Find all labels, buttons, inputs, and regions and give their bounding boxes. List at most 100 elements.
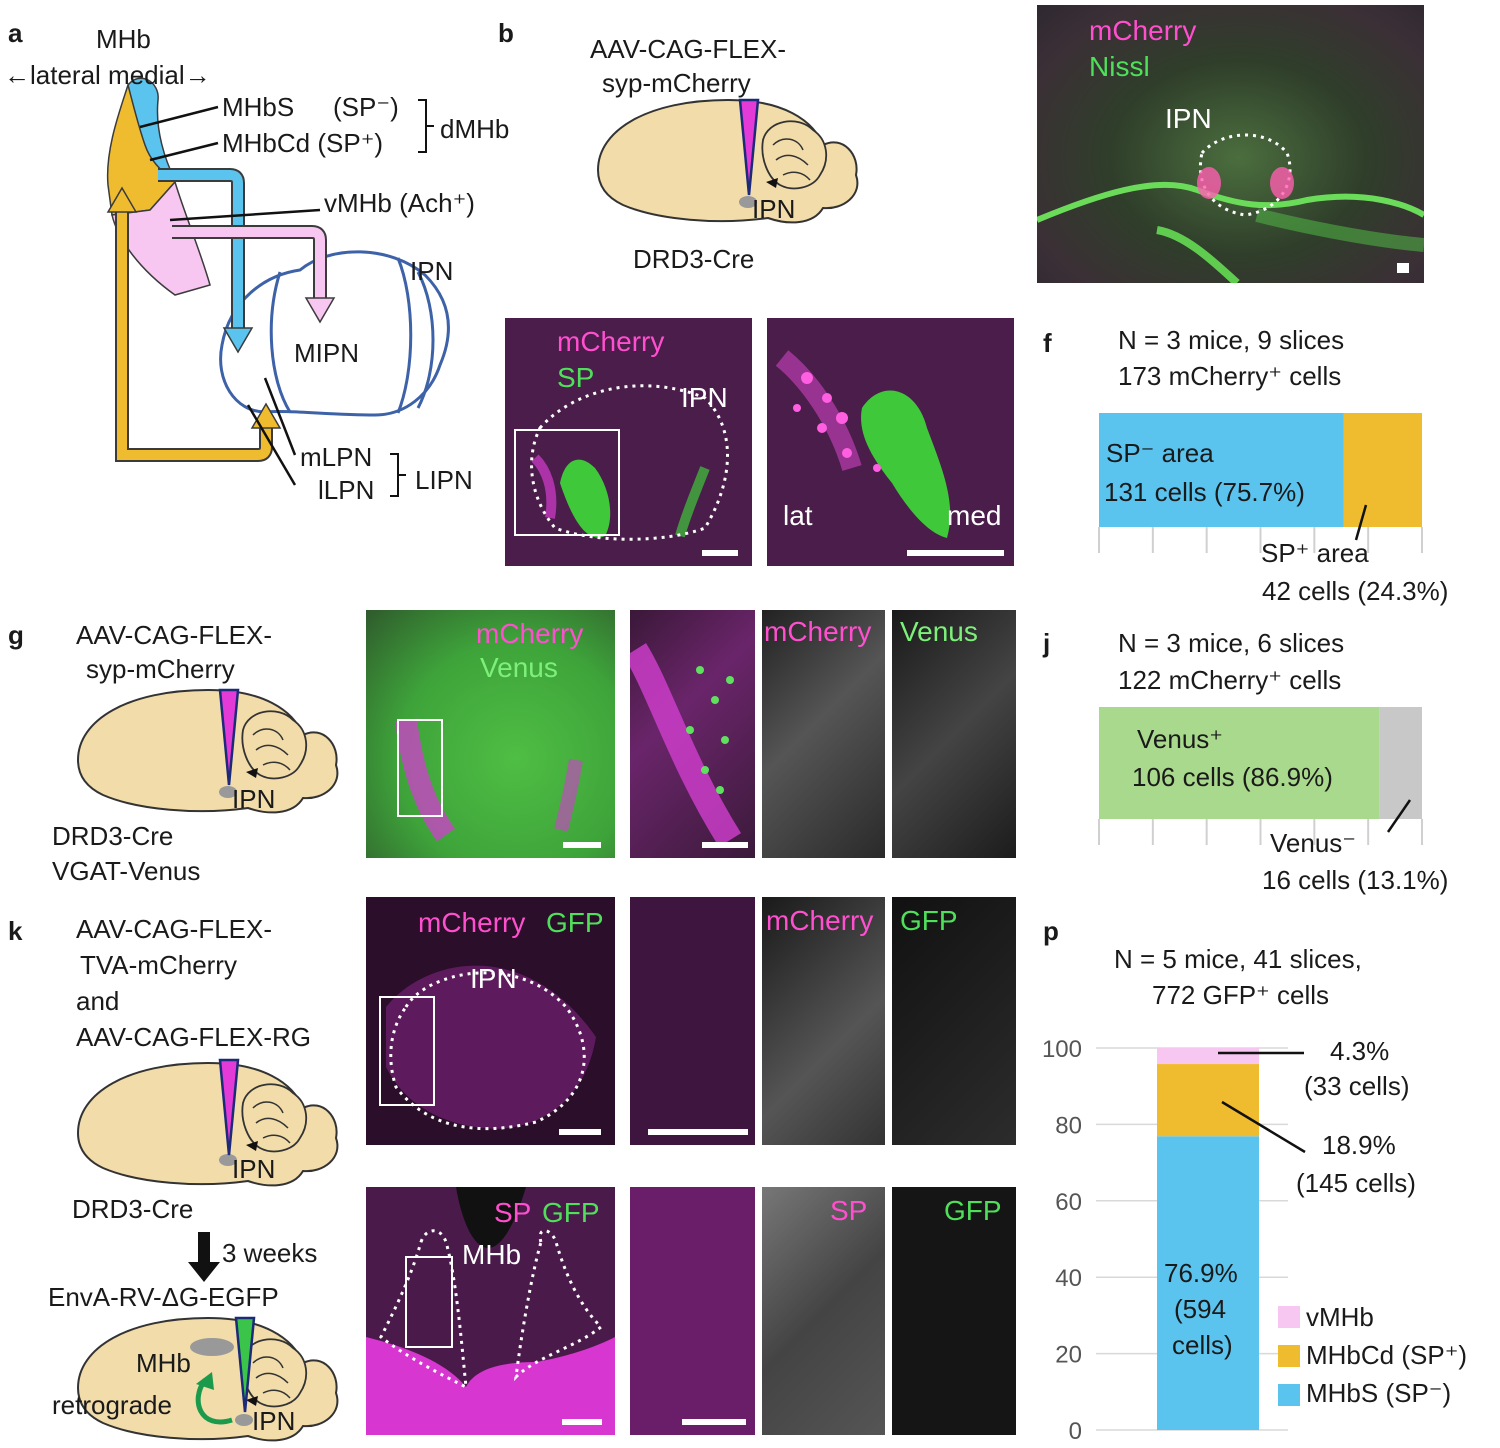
p-bar-segment-2 [1157, 1064, 1259, 1137]
micrograph-c: mCherry Nissl IPN [1037, 5, 1424, 283]
dmhb-label: dMHb [440, 114, 510, 144]
f-seg1-count: 131 cells (75.7%) [1104, 477, 1305, 507]
p-tick-100: 100 [1042, 1036, 1082, 1063]
micrograph-i-merge [630, 610, 755, 858]
mipn-label: MIPN [294, 338, 359, 368]
j-bar-segment-2 [1379, 707, 1422, 819]
mouse-b: DRD3-Cre [633, 244, 755, 274]
rabies-label: EnvA-RV-ΔG-EGFP [48, 1282, 279, 1312]
p-cells-line: 772 GFP⁺ cells [1152, 980, 1330, 1010]
i-ch1: mCherry [764, 616, 872, 647]
micrograph-h: mCherry Venus [366, 610, 615, 858]
lateral-medial-label: ←lateral medial→ [4, 60, 211, 90]
panel-a-schematic [106, 77, 450, 497]
f-bar-leader [1354, 504, 1368, 541]
f-seg2-count: 42 cells (24.3%) [1262, 576, 1449, 606]
panel-label-k: k [8, 916, 23, 946]
mlpn-label: mLPN [300, 442, 373, 472]
d-ch1: mCherry [557, 326, 665, 357]
micrograph-o-sp: SP [762, 1187, 885, 1435]
micrograph-i-venus: Venus [892, 610, 1016, 858]
h-ch1: mCherry [476, 618, 584, 649]
micrograph-m-gfp: GFP [892, 897, 1016, 1145]
mhbs-label: MHbS [222, 92, 295, 122]
virus-k-1: AAV-CAG-FLEX- [76, 914, 273, 944]
scale-bar-i [702, 842, 748, 848]
ipn-label-k2: IPN [252, 1406, 296, 1436]
scale-bar-e [907, 550, 1004, 556]
l-ch1: mCherry [418, 907, 526, 938]
c-ch1: mCherry [1089, 15, 1197, 46]
m-ch1: mCherry [766, 905, 874, 936]
p-bar-segment-1 [1157, 1136, 1259, 1430]
f-bar-segment-2 [1343, 413, 1422, 527]
micrograph-n: SP GFP MHb [366, 1187, 615, 1435]
p-vmhb-cells: (33 cells) [1304, 1071, 1410, 1101]
l-ch2: GFP [546, 907, 604, 938]
micrograph-d: mCherry SP IPN [505, 318, 752, 566]
p-vmhb-pct: 4.3% [1330, 1036, 1390, 1066]
n-mhb: MHb [462, 1239, 522, 1270]
virus-b-1: AAV-CAG-FLEX- [590, 34, 787, 64]
l-ipn: IPN [470, 963, 517, 994]
scale-bar-n [562, 1419, 602, 1425]
legend-label-mhbcd: MHbCd (SP⁺) [1306, 1340, 1468, 1370]
j-bar-leader [1386, 799, 1412, 833]
mouse-g-2: VGAT-Venus [52, 856, 201, 886]
micrograph-m-merge [630, 897, 755, 1145]
scale-bar-h [563, 842, 601, 848]
ipn-outline [219, 250, 450, 417]
mouse-k: DRD3-Cre [72, 1194, 194, 1224]
e-med: med [947, 500, 1002, 531]
p-cd-pct: 18.9% [1322, 1130, 1396, 1160]
panel-label-g: g [8, 620, 24, 650]
f-n-line: N = 3 mice, 9 slices [1118, 325, 1345, 355]
ipn-label-k: IPN [232, 1154, 276, 1184]
retrograde-label: retrograde [52, 1390, 172, 1420]
scale-bar-m [648, 1129, 748, 1135]
n-ch1: SP [494, 1197, 532, 1228]
sp-neg-label: (SP⁻) [333, 92, 399, 122]
p-tick-80: 80 [1055, 1112, 1082, 1139]
micrograph-o-merge [630, 1187, 755, 1435]
c-ipn: IPN [1165, 103, 1212, 134]
llpn-label: lLPN [318, 475, 375, 505]
virus-g-2: syp-mCherry [86, 654, 235, 684]
d-ch2: SP [557, 362, 595, 393]
j-n-line: N = 3 mice, 6 slices [1118, 628, 1345, 658]
mouse-g-1: DRD3-Cre [52, 821, 174, 851]
p-bar-segment-3 [1157, 1047, 1259, 1065]
mhb-label: MHb [96, 24, 151, 54]
virus-k-and: and [76, 986, 120, 1016]
p-tick-40: 40 [1055, 1265, 1082, 1292]
c-ch2: Nissl [1089, 51, 1150, 82]
h-ch2: Venus [480, 652, 558, 683]
j-seg1-count: 106 cells (86.9%) [1132, 762, 1333, 792]
p-tick-0: 0 [1069, 1418, 1082, 1445]
scale-bar-o [682, 1419, 746, 1425]
virus-g-1: AAV-CAG-FLEX- [76, 620, 273, 650]
o-ch1: SP [830, 1195, 868, 1226]
micrograph-m-mcherry: mCherry [762, 897, 885, 1145]
panel-label-j: j [1043, 628, 1051, 658]
micrograph-i-mcherry: mCherry [762, 610, 885, 858]
i-ch2: Venus [900, 616, 978, 647]
p-leader-mhbcd [1221, 1100, 1306, 1154]
legend-swatch-vmhb [1278, 1306, 1300, 1328]
scale-bar-l [559, 1129, 601, 1135]
j-seg2-name: Venus⁻ [1270, 828, 1357, 858]
f-seg2-name: SP⁺ area [1261, 538, 1369, 568]
micrograph-o-gfp: GFP [892, 1187, 1016, 1435]
p-tick-60: 60 [1055, 1189, 1082, 1216]
scale-bar-d [702, 550, 738, 556]
p-s-cells-1: (594 [1174, 1294, 1227, 1324]
n-ch2: GFP [542, 1197, 600, 1228]
d-ipn: IPN [681, 382, 728, 413]
p-n-line: N = 5 mice, 41 slices, [1114, 944, 1362, 974]
ipn-label-a: IPN [410, 256, 454, 286]
p-s-pct: 76.9% [1164, 1258, 1238, 1288]
panel-label-f: f [1043, 328, 1052, 358]
f-cells-line: 173 mCherry⁺ cells [1118, 361, 1342, 391]
p-tick-20: 20 [1055, 1342, 1082, 1369]
